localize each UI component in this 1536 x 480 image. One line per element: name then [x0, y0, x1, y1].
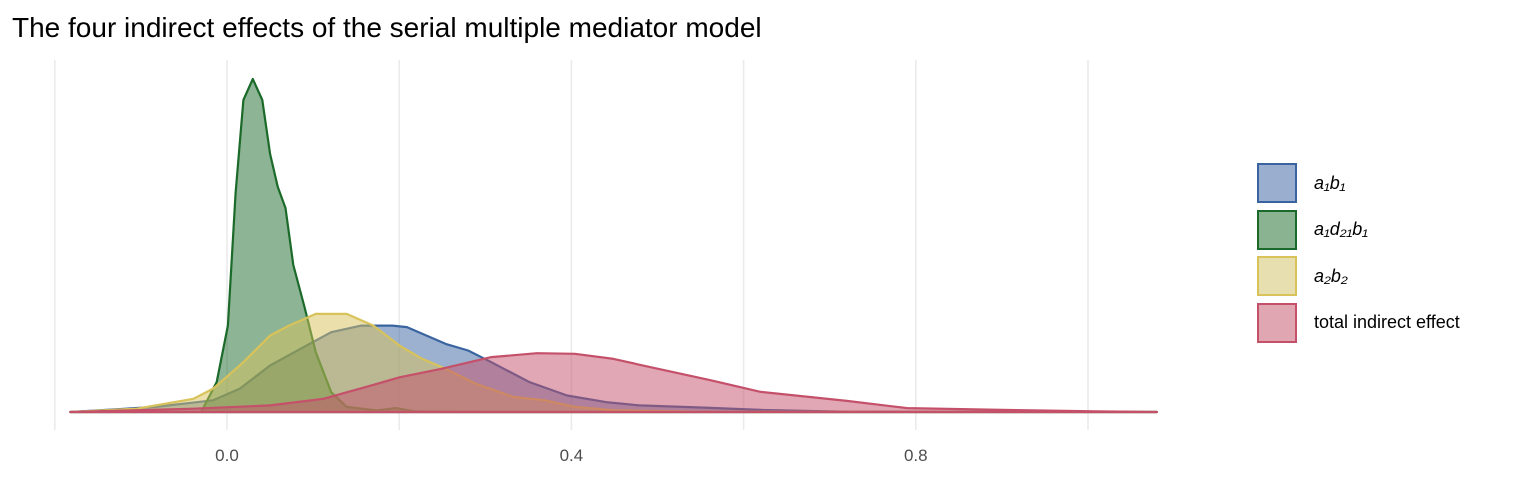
x-tick-label: 0.0	[215, 446, 239, 465]
legend-label: a₁d₂₁b₁	[1314, 219, 1368, 240]
x-tick-label: 0.4	[560, 446, 584, 465]
legend-key	[1257, 209, 1297, 250]
legend-item-a1b1: a₁b₁	[1257, 160, 1460, 207]
legend-key	[1257, 163, 1297, 204]
legend-item-total: total indirect effect	[1257, 300, 1460, 347]
density-area-3	[69, 352, 1158, 414]
legend-label: a₁b₁	[1314, 172, 1346, 193]
legend-item-a1d21b1: a₁d₂₁b₁	[1257, 207, 1460, 254]
gridlines	[53, 60, 1089, 430]
x-axis-ticks: 0.0 0.4 0.8	[215, 446, 927, 465]
legend: a₁b₁ a₁d₂₁b₁ a₂b₂ total indirect effect	[1257, 160, 1460, 346]
legend-item-a2b2: a₂b₂	[1257, 253, 1460, 300]
legend-key	[1257, 302, 1297, 343]
x-tick-label: 0.8	[904, 446, 928, 465]
legend-label: total indirect effect	[1314, 312, 1460, 333]
legend-label: a₂b₂	[1314, 265, 1348, 286]
density-areas	[69, 77, 1158, 414]
chart-title: The four indirect effects of the serial …	[12, 12, 762, 43]
legend-key	[1257, 256, 1297, 297]
